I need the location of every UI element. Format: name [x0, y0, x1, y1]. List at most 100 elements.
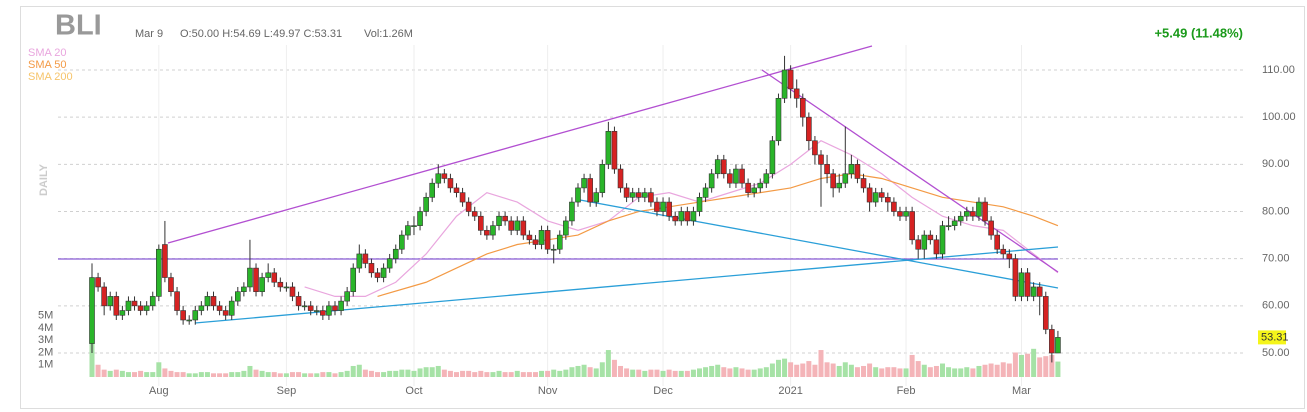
candle-body [1049, 329, 1055, 354]
volume-bar [909, 354, 915, 377]
candle-body [520, 220, 527, 236]
volume-bar [703, 367, 709, 377]
candle-body [642, 192, 648, 198]
volume-bar [417, 368, 423, 377]
candle-body [939, 225, 946, 255]
candle-body [812, 140, 818, 156]
volume-bar [502, 372, 508, 377]
candle-body [903, 211, 909, 217]
candle-body [174, 291, 180, 311]
y-tick-label: 100.00 [1262, 111, 1296, 123]
volume-bar [296, 372, 302, 377]
y-tick-label: 90.00 [1262, 158, 1290, 170]
candle-body [186, 319, 192, 322]
volume-bar [915, 361, 921, 377]
candle-body [259, 277, 265, 292]
volume-bar [460, 370, 466, 377]
volume-bar [733, 367, 739, 377]
candle-body [101, 286, 107, 307]
volume-bar [247, 365, 253, 377]
candle-body [192, 310, 199, 321]
volume-bar [818, 350, 824, 377]
volume-bar [861, 365, 867, 377]
candle-body [970, 211, 976, 217]
candle-body [739, 168, 745, 184]
volume-bar [806, 361, 812, 377]
ohlc-readout: O:50.00 H:54.69 L:49.97 C:53.31 [180, 28, 342, 40]
candle-body [1012, 258, 1019, 297]
candle-body [356, 253, 363, 269]
candle-body [1042, 296, 1049, 330]
legend-entry: SMA 50 [28, 59, 67, 71]
volume-bar [958, 368, 964, 377]
volume-bar [393, 370, 399, 377]
candle-body [593, 192, 600, 203]
candle-body [1006, 253, 1013, 259]
volume-bar [514, 370, 520, 377]
candle-body [587, 178, 593, 203]
candle-body [149, 296, 156, 307]
candle-body [945, 225, 952, 227]
candle-body [672, 215, 679, 222]
volume-bar [1025, 353, 1031, 377]
volume-bar [794, 364, 800, 377]
candle-body [775, 97, 782, 142]
volume-bar [836, 365, 842, 377]
volume-bar [842, 362, 848, 377]
volume-bar [721, 367, 727, 377]
volume-bar [1006, 363, 1012, 377]
candle-body [228, 300, 235, 316]
volume-bar [611, 359, 617, 377]
candle-body [745, 182, 751, 193]
volume-bar [441, 369, 447, 377]
volume-bar [478, 370, 484, 377]
volume-bar [241, 370, 247, 377]
volume-bar [994, 364, 1000, 377]
candle-body [131, 300, 138, 307]
volume-bar [119, 370, 125, 377]
candle-body [866, 187, 873, 203]
volume-bar [150, 372, 156, 377]
candle-body [107, 296, 114, 307]
volume-bar [788, 362, 794, 377]
volume-bar [763, 367, 769, 377]
volume-bar [125, 372, 131, 377]
candle-body [818, 154, 824, 165]
candle-body [411, 225, 417, 227]
volume-bar [812, 364, 818, 377]
candle-body [550, 248, 557, 251]
volume-bar [174, 372, 180, 377]
candle-body [963, 211, 970, 217]
candle-body [629, 192, 636, 198]
candle-body [502, 215, 508, 222]
date: Mar 9 [135, 28, 163, 40]
volume-bar [259, 370, 265, 377]
candle-body [326, 305, 332, 316]
volume-bar [873, 367, 879, 377]
volume-bar [405, 369, 411, 377]
volume-bars [89, 336, 1061, 377]
candle-body [872, 192, 879, 203]
volume-bar [921, 364, 927, 377]
candle-body [885, 197, 891, 203]
volume-bar [879, 368, 885, 377]
volume-bar [472, 372, 478, 377]
volume-bar [690, 369, 696, 377]
candle-body [295, 296, 302, 307]
candle-body [544, 230, 551, 250]
candle-body [198, 305, 205, 311]
volume-bar [326, 372, 332, 377]
volume-bar [350, 365, 356, 377]
volume-bar [605, 350, 611, 377]
x-tick-label: 2021 [778, 385, 802, 397]
volume-bar [545, 370, 551, 377]
candle-body [344, 291, 350, 302]
volume-bar [745, 369, 751, 377]
candle-body [824, 164, 830, 175]
legend-entry: SMA 20 [28, 47, 67, 59]
volume-bar [940, 363, 945, 377]
candle-body [459, 192, 466, 203]
volume-bar [101, 369, 107, 377]
volume-bar [332, 373, 338, 377]
volume-bar [593, 368, 599, 377]
